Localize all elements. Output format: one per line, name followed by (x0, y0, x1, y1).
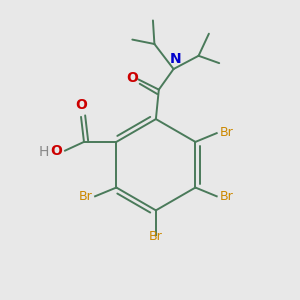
Text: Br: Br (219, 126, 233, 139)
Text: N: N (170, 52, 182, 66)
Text: Br: Br (149, 230, 163, 243)
Text: Br: Br (79, 190, 92, 203)
Text: H: H (38, 145, 49, 159)
Text: Br: Br (219, 190, 233, 203)
Text: O: O (126, 71, 138, 85)
Text: O: O (75, 98, 87, 112)
Text: O: O (51, 144, 62, 158)
